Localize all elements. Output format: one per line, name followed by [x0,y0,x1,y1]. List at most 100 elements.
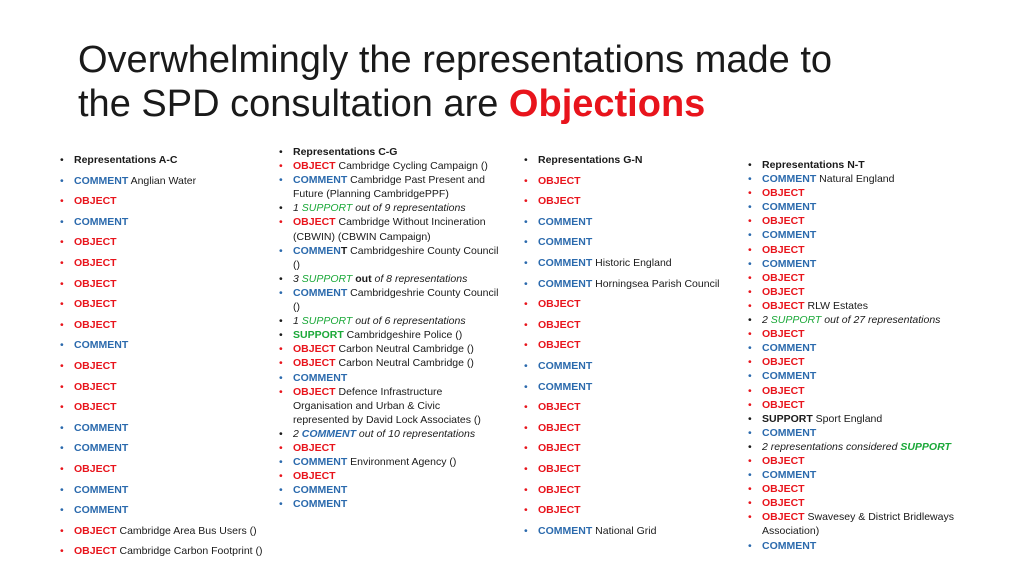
list-item: • COMMENT [524,359,744,380]
list-item: • OBJECT RLW Estates [748,299,978,313]
bullet-icon: • [279,427,283,440]
slide-title: Overwhelmingly the representations made … [78,38,978,126]
item-text-segment: OBJECT [538,504,581,517]
bullet-icon: • [524,524,528,537]
list-item: • OBJECT [60,256,270,277]
item-text-segment: OBJECT [538,298,581,311]
item-text-segment: out of 27 representations [821,314,941,327]
title-line-2-prefix: the SPD consultation are [78,83,509,125]
list-item: • OBJECT Cambridge Cycling Campaign () [279,159,499,173]
list-item: • OBJECT [60,194,270,215]
item-text-segment: OBJECT [74,380,117,393]
bullet-icon: • [748,384,752,397]
item-text-segment: Carbon Neutral Cambridge () [335,343,474,356]
list-item: • OBJECT [748,496,978,510]
item-text-segment: COMMENT [762,469,817,482]
item-text-segment: OBJECT [762,215,805,228]
item-text-segment: COMMENT [74,339,129,352]
list-item: • OBJECT Cambridge Area Bus Users () [60,524,270,545]
list-item: • OBJECT [524,318,744,339]
list-item: • OBJECT [524,483,744,504]
item-text-segment: OBJECT [762,483,805,496]
list-item: • COMMENT [60,503,270,524]
item-text-segment: Representations G-N [538,154,643,166]
bullet-icon: • [748,243,752,256]
bullet-icon: • [279,456,283,469]
bullet-icon: • [524,442,528,455]
list-item: • OBJECT [524,503,744,524]
item-text-segment: OBJECT [762,271,805,284]
list-item: • OBJECT [748,398,978,412]
list-item: • COMMENT [524,380,744,401]
item-text-segment: National Grid [592,524,657,537]
bullet-icon: • [279,174,283,187]
list-item: • COMMENT [748,228,978,242]
bullet-icon: • [524,277,528,290]
list-item: • SUPPORT Sport England [748,412,978,426]
list-item: • COMMENT [524,235,744,256]
item-text-segment: OBJECT [762,356,805,369]
list-item: • OBJECT [60,235,270,256]
item-text-segment: Horningsea Parish Council [592,277,720,290]
item-text-segment: Swavesey & District Bridleways Associati… [762,511,954,538]
item-text-segment: COMMENT [74,483,129,496]
list-item: • COMMENT [279,371,499,385]
list-item: • OBJECT [748,482,978,496]
bullet-icon: • [524,504,528,517]
bullet-icon: • [524,174,528,187]
item-text-segment: Cambridge Cycling Campaign () [335,160,488,173]
list-item: • OBJECT [60,277,270,298]
bullet-icon: • [60,277,64,290]
list-item: • COMMENT Horningsea Parish Council [524,277,744,298]
bullet-icon: • [748,314,752,327]
item-text-segment: OBJECT [538,339,581,352]
item-text-segment: COMMENT [74,421,129,434]
item-text-segment: OBJECT [293,385,336,398]
bullet-icon: • [524,380,528,393]
item-text-segment: T [340,244,348,257]
bullet-icon: • [748,426,752,439]
bullet-icon: • [748,271,752,284]
list-item: • COMMENT [748,539,978,553]
list-item: • COMMENT [279,497,499,511]
item-text-segment: OBJECT [74,256,117,269]
list-g-n: • Representations G-N • OBJECT • OBJECT • COMME… [524,153,744,544]
item-text-segment: COMMENT [301,427,357,440]
item-text-segment: OBJECT [74,318,117,331]
item-text-segment: Historic England [592,256,672,269]
bullet-icon: • [748,285,752,298]
item-text-segment: OBJECT [74,359,117,372]
bullet-icon: • [748,215,752,228]
list-item: • COMMENT [60,421,270,442]
item-text-segment: COMMENT [293,498,348,511]
bullet-icon: • [279,244,283,257]
list-item: • COMMENT [748,369,978,383]
list-item: • OBJECT [748,355,978,369]
item-text-segment: OBJECT [762,243,805,256]
list-item: • OBJECT [279,469,499,483]
list-item: • OBJECT [524,194,744,215]
list-item: • OBJECT [60,400,270,421]
bullet-icon: • [748,299,752,312]
list-item: • COMMENT Cambridgeshire County Council (… [279,244,499,272]
bullet-icon: • [524,318,528,331]
list-item: • COMMENT National Grid [524,524,744,545]
item-text-segment: OBJECT [538,174,581,187]
list-item: • COMMENT [60,215,270,236]
item-text-segment: SUPPORT [762,412,813,425]
item-text-segment: Cambridge Past Present and Future (Plann… [293,174,485,201]
item-text-segment: COMMENT [762,257,817,270]
bullet-icon: • [524,298,528,311]
bullet-icon: • [60,524,64,537]
list-item: • SUPPORT Cambridgeshire Police () [279,328,499,342]
item-text-segment: 2 [762,314,771,327]
item-text-segment: Carbon Neutral Cambridge () [335,357,474,370]
bullet-icon: • [60,380,64,393]
bullet-icon: • [524,483,528,496]
item-text-segment: COMMENT [538,524,593,537]
item-text-segment: OBJECT [74,524,117,537]
list-item: • COMMENT [279,483,499,497]
item-text-segment: COMMENT [762,539,817,552]
bullet-icon: • [60,215,64,228]
item-text-segment: OBJECT [762,285,805,298]
